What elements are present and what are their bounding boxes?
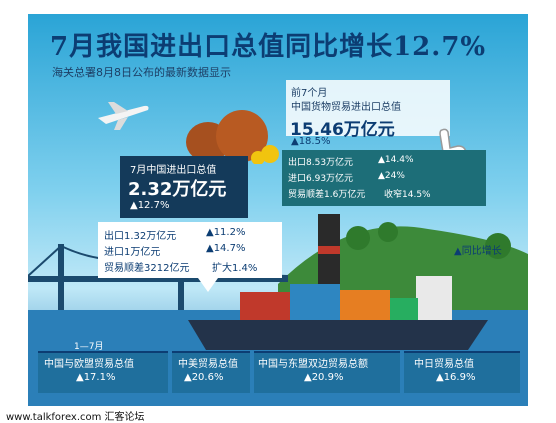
japan-trade-growth: ▲16.9% [436, 372, 476, 383]
ship-hull [188, 320, 488, 350]
growth-legend: ▲同比增长 [454, 246, 502, 257]
seven-month-import-value: 进口6.93万亿元 [288, 174, 354, 184]
money-bag-icon [186, 110, 279, 164]
seven-month-surplus-change: 收窄14.5% [384, 190, 431, 200]
seven-month-export-value: 出口8.53万亿元 [288, 158, 354, 168]
tree [346, 226, 370, 250]
july-total-value: 2.32万亿元 [128, 179, 227, 200]
bridge-tower [58, 244, 64, 314]
july-import-growth: ▲14.7% [206, 243, 246, 254]
july-export-growth: ▲11.2% [206, 227, 246, 238]
asean-trade-label: 中国与东盟双边贸易总额 [258, 359, 368, 370]
source-watermark: www.talkforex.com 汇客论坛 [6, 412, 145, 423]
tree [378, 222, 398, 242]
smokestack-band [318, 246, 340, 254]
july-surplus-change: 扩大1.4% [212, 263, 258, 274]
ship-bridge [416, 276, 452, 320]
tree [485, 233, 511, 259]
july-total-panel [120, 156, 248, 218]
seven-month-total-value: 15.46万亿元 [290, 120, 395, 140]
seven-month-total-panel [286, 80, 450, 136]
seven-month-period-label: 前7个月 [291, 88, 328, 99]
eu-trade-label: 中国与欧盟贸易总值 [44, 359, 134, 370]
container-stack [390, 298, 418, 322]
july-import-value: 进口1万亿元 [104, 247, 161, 258]
infographic-poster: 7月我国进出口总值同比增长12.7% 海关总署8月8日公布的最新数据显示 前7个… [28, 14, 528, 406]
japan-trade-label: 中日贸易总值 [414, 359, 474, 370]
asean-trade-stat-box [254, 351, 400, 393]
seven-month-surplus-value: 贸易顺差1.6万亿元 [288, 190, 366, 200]
container-stack [240, 292, 290, 322]
japan-trade-stat-box [404, 351, 520, 393]
page-subtitle: 海关总署8月8日公布的最新数据显示 [52, 66, 231, 79]
july-export-value: 出口1.32万亿元 [104, 231, 177, 242]
asean-trade-growth: ▲20.9% [304, 372, 344, 383]
eu-trade-growth: ▲17.1% [76, 372, 116, 383]
eu-trade-stat-box [38, 351, 168, 393]
seven-month-export-growth: ▲14.4% [378, 155, 414, 165]
bottom-period-label: 1—7月 [74, 342, 104, 352]
seven-month-import-growth: ▲24% [378, 171, 405, 181]
seven-month-detail-panel [282, 150, 486, 206]
us-trade-growth: ▲20.6% [184, 372, 224, 383]
july-detail-panel [98, 222, 282, 292]
july-total-label: 7月中国进出口总值 [130, 165, 217, 176]
us-trade-label: 中美贸易总值 [178, 359, 238, 370]
us-trade-stat-box [172, 351, 250, 393]
bridge-deck [28, 276, 288, 282]
page-title: 7月我国进出口总值同比增长12.7% [50, 32, 487, 62]
container-stack [290, 284, 340, 322]
airplane-icon [98, 102, 149, 130]
container-stack [340, 290, 390, 322]
seven-month-total-growth: ▲18.5% [291, 136, 331, 147]
july-surplus-value: 贸易顺差3212亿元 [104, 263, 190, 274]
seven-month-total-label: 中国货物贸易进出口总值 [291, 102, 401, 113]
bridge-tower [178, 244, 184, 314]
july-total-growth: ▲12.7% [130, 200, 170, 211]
